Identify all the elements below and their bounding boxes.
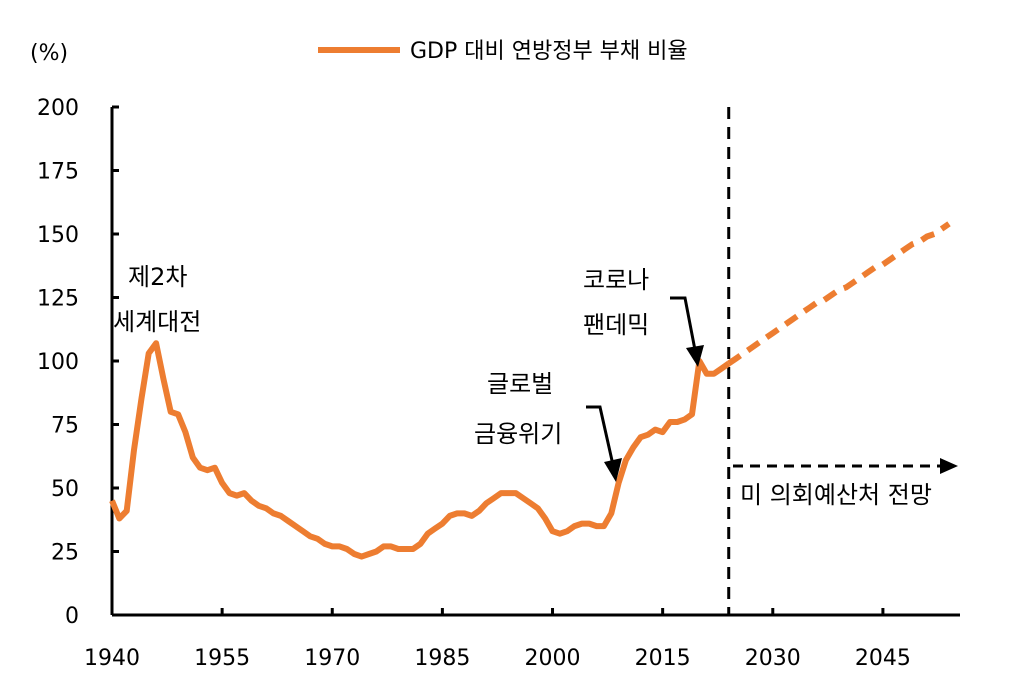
covid-arrow-line	[670, 298, 695, 350]
legend-label: GDP 대비 연방정부 부채 비율	[410, 39, 688, 64]
y-tick-label: 150	[37, 223, 79, 248]
projection-arrowhead	[940, 458, 958, 474]
y-axis-unit-label: (%)	[30, 41, 68, 66]
annotation-ww2-line1: 제2차	[128, 263, 187, 291]
gfc-arrow-line	[586, 407, 613, 465]
annotation-gfc-line1: 글로벌	[487, 370, 553, 398]
x-tick-label: 1955	[194, 646, 250, 671]
x-tick-label: 2030	[745, 646, 801, 671]
y-tick-label: 25	[51, 541, 79, 566]
annotation-gfc: 글로벌 금융위기	[474, 370, 622, 482]
annotation-covid-line2: 팬데믹	[583, 311, 649, 339]
annotation-ww2-line2: 세계대전	[113, 308, 201, 336]
x-tick-label: 2000	[525, 646, 581, 671]
legend: GDP 대비 연방정부 부채 비율	[318, 39, 688, 64]
historical-series-line	[112, 343, 729, 556]
x-tick-label: 1985	[414, 646, 470, 671]
x-tick-label: 1970	[304, 646, 360, 671]
y-tick-label: 0	[65, 604, 79, 629]
x-tick-label: 2045	[855, 646, 911, 671]
x-tick-label: 1940	[84, 646, 140, 671]
annotation-cbo: 미 의회예산처 전망	[733, 458, 958, 509]
annotation-gfc-line2: 금융위기	[474, 420, 562, 448]
y-tick-label: 200	[37, 96, 79, 121]
annotation-covid: 코로나 팬데믹	[583, 266, 704, 367]
x-tick-label: 2015	[635, 646, 691, 671]
y-tick-label: 125	[37, 287, 79, 312]
y-tick-label: 50	[51, 477, 79, 502]
y-tick-label: 175	[37, 160, 79, 185]
annotation-ww2: 제2차 세계대전	[113, 263, 201, 336]
annotation-cbo-label: 미 의회예산처 전망	[740, 481, 932, 509]
y-tick-label: 75	[51, 414, 79, 439]
projection-series-line	[729, 224, 949, 364]
annotation-covid-line1: 코로나	[583, 266, 649, 294]
y-tick-label: 100	[37, 350, 79, 375]
